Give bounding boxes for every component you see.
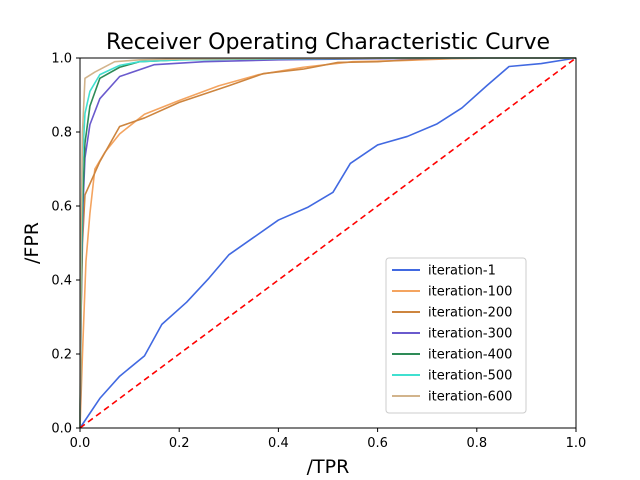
y-tick-label: 0.8 <box>51 126 72 141</box>
legend: iteration-1 iteration-100 iteration-200 ite… <box>385 257 527 414</box>
diagonal-reference-line <box>79 57 577 429</box>
x-tick-label: 0.2 <box>169 436 190 451</box>
y-tick-label: 1.0 <box>51 52 72 67</box>
x-tick-label: 0.4 <box>268 436 289 451</box>
series-line-iteration-200 <box>79 57 576 429</box>
x-tick-label: 0.8 <box>466 436 487 451</box>
legend-label: iteration-100 <box>428 285 512 300</box>
legend-label: iteration-600 <box>428 390 512 405</box>
legend-label: iteration-400 <box>428 348 512 363</box>
x-tick-label: 0.6 <box>367 436 388 451</box>
x-axis-label: /TPR <box>307 456 350 478</box>
y-tick-label: 0.2 <box>51 348 72 363</box>
plot-area <box>79 57 577 429</box>
x-axis: 0.0 0.2 0.4 0.6 0.8 1.0 <box>70 428 587 451</box>
y-tick-label: 0.4 <box>51 274 72 289</box>
plot-frame <box>79 57 577 429</box>
y-axis-label: /FPR <box>21 222 43 264</box>
y-axis: 0.0 0.2 0.4 0.6 0.8 1.0 <box>51 52 80 437</box>
legend-label: iteration-500 <box>428 369 512 384</box>
legend-label: iteration-200 <box>428 306 512 321</box>
y-tick-label: 0.6 <box>51 200 72 215</box>
legend-box <box>385 257 527 414</box>
x-tick-label: 0.0 <box>70 436 91 451</box>
legend-label: iteration-1 <box>428 264 496 279</box>
chart-title: Receiver Operating Characteristic Curve <box>106 30 550 55</box>
y-tick-label: 0.0 <box>51 422 72 437</box>
x-tick-label: 1.0 <box>566 436 587 451</box>
series-line-iteration-1 <box>79 57 577 429</box>
legend-label: iteration-300 <box>428 327 512 342</box>
